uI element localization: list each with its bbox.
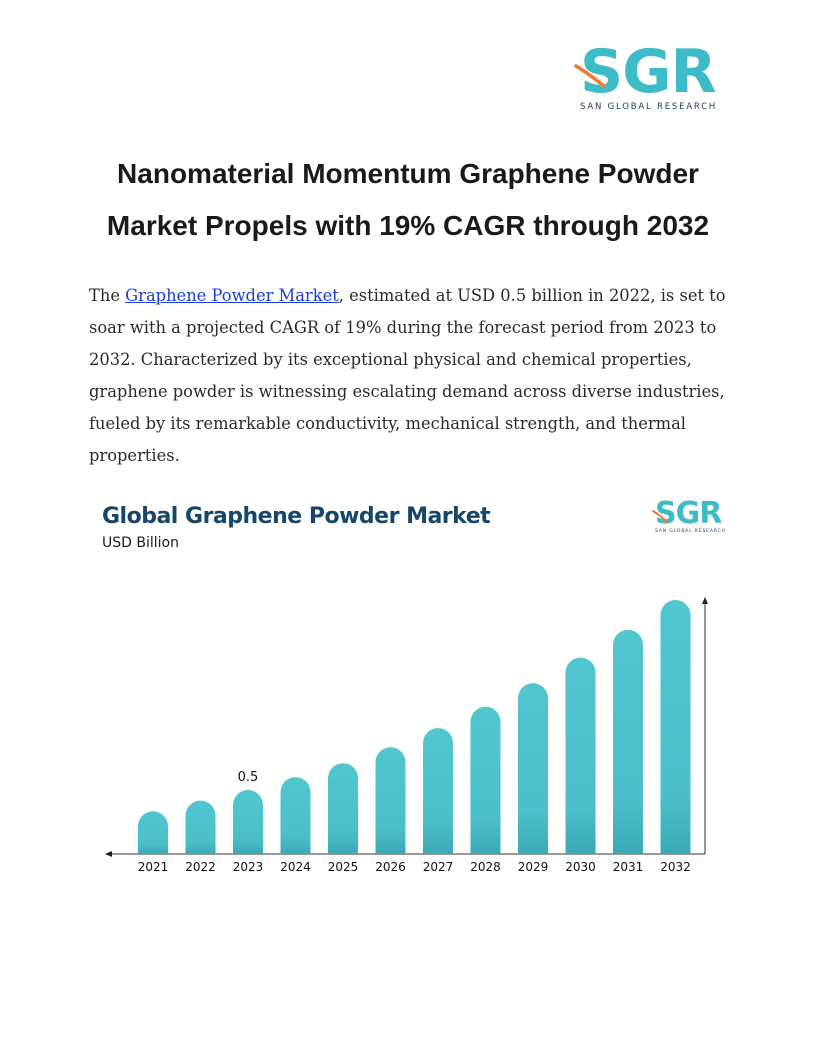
bar-2023 bbox=[233, 789, 263, 854]
graphene-market-link[interactable]: Graphene Powder Market bbox=[125, 286, 339, 305]
bar-2027 bbox=[423, 728, 453, 854]
x-tick-label-2029: 2029 bbox=[518, 860, 549, 874]
bar-2024 bbox=[280, 777, 311, 854]
x-tick-label-2030: 2030 bbox=[565, 860, 596, 874]
x-tick-label-2024: 2024 bbox=[280, 860, 311, 874]
x-tick-label-2026: 2026 bbox=[375, 860, 406, 874]
logo-tagline-small: SAN GLOBAL RESEARCH bbox=[655, 529, 726, 534]
logo-letters-small: SGR bbox=[655, 496, 722, 531]
swoosh-icon-small bbox=[652, 510, 668, 523]
x-tick-label-2032: 2032 bbox=[660, 860, 691, 874]
para-body: , estimated at USD 0.5 billion in 2022, … bbox=[89, 286, 726, 465]
data-label-2023: 0.5 bbox=[238, 770, 259, 785]
x-tick-label-2028: 2028 bbox=[470, 860, 501, 874]
sgr-logo-small: SGR SAN GLOBAL RESEARCH bbox=[652, 496, 726, 540]
x-tick-label-2022: 2022 bbox=[185, 860, 216, 874]
intro-paragraph: The Graphene Powder Market, estimated at… bbox=[89, 280, 729, 472]
bar-2025 bbox=[328, 763, 358, 854]
bar-2031 bbox=[613, 629, 643, 854]
x-tick-label-2025: 2025 bbox=[328, 860, 359, 874]
sgr-logo: SGR SAN GLOBAL RESEARCH bbox=[574, 37, 720, 116]
y-axis-arrow-icon bbox=[702, 597, 708, 604]
bar-2022 bbox=[185, 800, 216, 854]
bar-2032 bbox=[660, 600, 691, 854]
bar-2026 bbox=[375, 747, 406, 854]
x-tick-label-2027: 2027 bbox=[423, 860, 454, 874]
chart-title: Global Graphene Powder Market bbox=[102, 504, 491, 529]
x-tick-label-2023: 2023 bbox=[233, 860, 264, 874]
chart-unit-label: USD Billion bbox=[102, 535, 179, 551]
bar-2028 bbox=[470, 706, 501, 854]
logo-tagline: SAN GLOBAL RESEARCH bbox=[580, 102, 718, 112]
x-axis-arrow-icon bbox=[105, 851, 112, 857]
swoosh-icon bbox=[574, 64, 606, 88]
page-title: Nanomaterial Momentum Graphene Powder Ma… bbox=[60, 148, 756, 252]
title-line-2: Market Propels with 19% CAGR through 203… bbox=[106, 210, 710, 241]
bar-2021 bbox=[138, 811, 168, 854]
logo-letters: SGR bbox=[580, 37, 717, 107]
para-intro: The bbox=[89, 286, 126, 305]
x-tick-label-2031: 2031 bbox=[613, 860, 644, 874]
x-tick-label-2021: 2021 bbox=[138, 860, 169, 874]
bar-2030 bbox=[565, 657, 596, 854]
title-line-1: Nanomaterial Momentum Graphene Powder bbox=[117, 158, 699, 189]
bar-2029 bbox=[518, 683, 548, 854]
